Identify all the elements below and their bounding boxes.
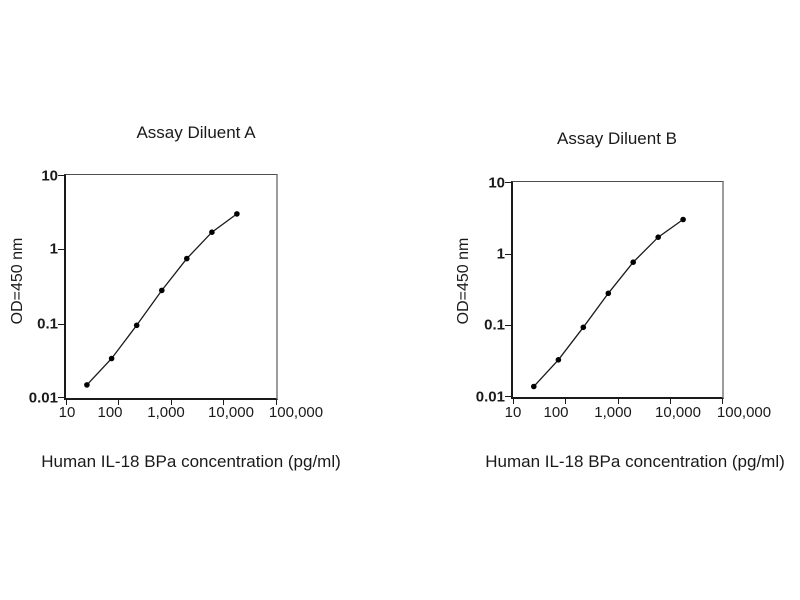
y-tick-label: 10 [488,174,505,192]
y-tick-label: 0.1 [484,316,505,334]
x-tick-mark [722,399,723,404]
y-tick-label: 0.1 [37,315,58,333]
x-tick-label: 10,000 [655,404,701,421]
data-point [580,324,587,331]
y-tick-label: 1 [49,240,58,258]
y-axis-title: OD=450 nm [9,237,26,325]
x-tick-mark [118,400,119,405]
x-tick-mark [66,400,67,405]
data-point [159,287,165,294]
x-tick-mark [171,400,172,405]
x-axis-title: Human IL-18 BPa concentration (pg/ml) [485,452,785,471]
y-tick-mark [505,254,511,255]
data-point [234,211,240,217]
x-tick-mark [618,399,619,404]
data-point [655,234,661,240]
y-tick-label: 1 [496,245,505,263]
x-tick-mark [276,400,277,405]
x-tick-label: 10 [58,404,76,421]
y-tick-mark [505,396,511,397]
y-tick-label: 0.01 [28,389,58,407]
data-point [133,322,140,329]
x-tick-label: 1,000 [594,404,632,421]
y-tick-mark [505,182,511,183]
plot-area [64,174,278,400]
data-point [108,355,115,362]
x-tick-label: 100,000 [268,404,324,421]
y-tick-mark [58,175,64,176]
x-tick-mark [565,399,566,404]
x-tick-label: 10 [504,404,522,421]
data-point [680,216,686,223]
y-tick-mark [505,325,511,326]
x-tick-label: 10,000 [208,404,254,421]
data-point [531,383,537,390]
data-point [605,290,612,297]
y-tick-mark [58,397,64,398]
x-tick-mark [223,400,224,405]
x-tick-mark [513,399,514,404]
chart-title: Assay Diluent B [557,129,677,148]
y-tick-label: 0.01 [475,388,505,406]
chart-title: Assay Diluent A [136,123,256,142]
data-point [184,255,190,262]
plot-area [511,181,724,399]
data-point [209,229,215,235]
y-axis-title: OD=450 nm [455,237,472,325]
x-tick-label: 100,000 [716,404,772,421]
y-tick-mark [58,249,64,250]
x-tick-label: 100 [543,404,569,421]
x-axis-title: Human IL-18 BPa concentration (pg/ml) [41,452,341,471]
x-tick-label: 100 [97,404,123,421]
x-tick-mark [670,399,671,404]
x-tick-label: 1,000 [147,404,185,421]
y-tick-mark [58,324,64,325]
standard-curve-plot [84,211,240,388]
data-point [630,259,636,265]
y-tick-label: 10 [41,167,58,185]
data-point [555,357,562,363]
data-point [84,382,90,388]
standard-curve-plot [531,216,686,390]
